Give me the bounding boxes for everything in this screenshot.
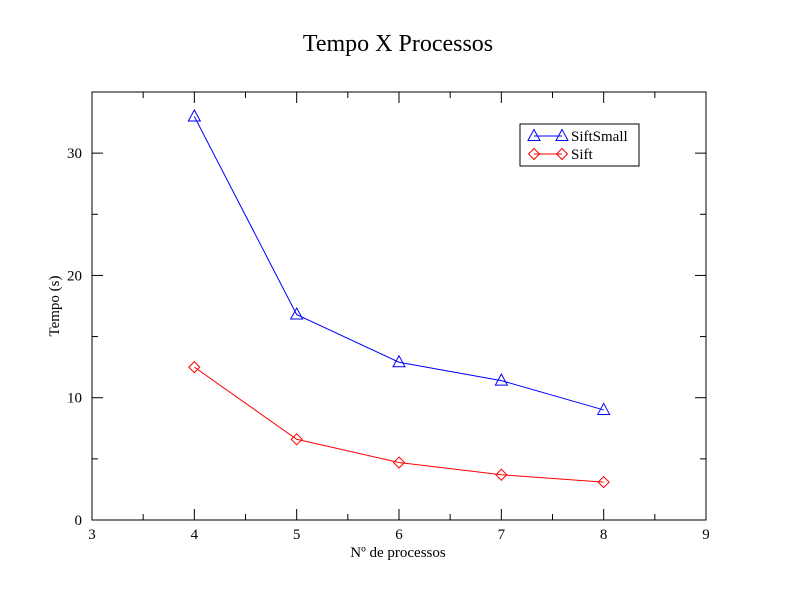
chart-title: Tempo X Processos	[303, 31, 493, 57]
y-tick-label: 10	[67, 391, 82, 407]
data-point-sift	[188, 360, 201, 374]
legend-label-sift: Sift	[571, 147, 594, 163]
axes: 3 4 5 6 7 8 9 0 10 20 30	[67, 92, 710, 543]
legend-marker-sift	[527, 147, 541, 161]
series-siftsmall	[187, 108, 611, 415]
x-tick-label: 4	[191, 527, 199, 543]
x-tick-label: 8	[600, 527, 608, 543]
series-sift	[188, 360, 610, 489]
data-point-sift	[597, 475, 610, 489]
x-tick-label: 5	[293, 527, 301, 543]
legend-marker-siftsmall	[527, 128, 541, 141]
y-tick-label: 30	[67, 146, 82, 162]
data-point-sift	[392, 456, 406, 469]
x-tick-label: 9	[702, 527, 710, 543]
y-axis-label: Tempo (s)	[47, 275, 63, 336]
x-axis-label: Nº de processos	[350, 545, 446, 561]
legend-label-siftsmall: SiftSmall	[571, 129, 628, 145]
legend-marker-siftsmall	[555, 128, 569, 141]
series-line-siftsmall	[193, 116, 604, 411]
series-layer	[187, 108, 611, 489]
x-tick-label: 3	[88, 527, 96, 543]
legend: SiftSmall Sift	[519, 123, 640, 167]
data-point-sift	[495, 468, 508, 481]
data-point-siftsmall	[392, 354, 406, 368]
y-tick-label: 0	[75, 513, 83, 529]
data-point-siftsmall	[494, 373, 509, 386]
data-point-siftsmall	[596, 402, 611, 415]
legend-box	[519, 123, 640, 167]
y-tick-label: 20	[67, 268, 82, 284]
x-tick-label: 6	[395, 527, 403, 543]
legend-marker-sift	[555, 147, 569, 161]
data-point-sift	[290, 433, 303, 446]
x-tick-label: 7	[498, 527, 506, 543]
series-line-sift	[194, 366, 604, 483]
data-point-siftsmall	[187, 108, 202, 122]
data-point-siftsmall	[289, 307, 304, 320]
